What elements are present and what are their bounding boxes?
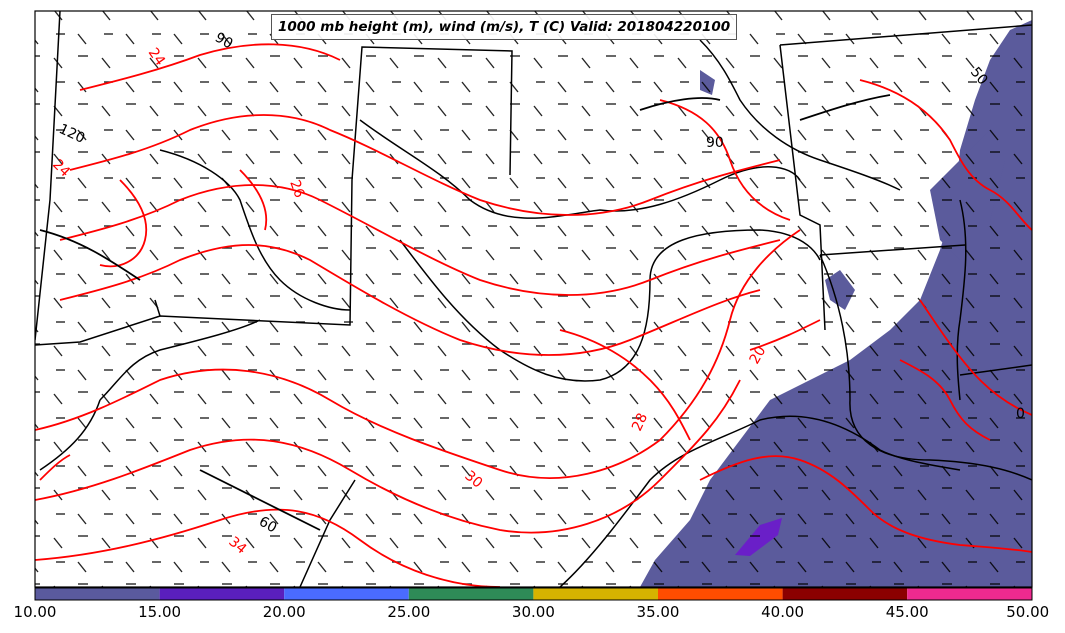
colorbar-tick-35: 35.00 <box>636 603 680 621</box>
height-label-0: 0 <box>1016 406 1025 422</box>
plot-frame <box>34 10 1033 588</box>
colorbar-tick-40: 40.00 <box>761 603 805 621</box>
colorbar-seg-8 <box>907 588 1032 600</box>
wind-barbs <box>35 11 1032 587</box>
colorbar-seg-7 <box>782 588 908 600</box>
height-label-90b: 90 <box>706 135 724 151</box>
state-borders <box>35 11 1032 587</box>
colorbar-seg-5 <box>533 588 658 600</box>
height-contours <box>39 94 891 531</box>
colorbar-seg-2 <box>159 588 285 600</box>
colorbar-tick-25: 25.00 <box>387 603 431 621</box>
colorbar-seg-4 <box>408 588 534 600</box>
temp-label-20: 20 <box>747 344 770 367</box>
colorbar-seg-1 <box>35 588 160 600</box>
map-title: 1000 mb height (m), wind (m/s), T (C) Va… <box>271 14 738 40</box>
colorbar-seg-3 <box>284 588 409 600</box>
colorbar-tick-30: 30.00 <box>511 603 555 621</box>
colorbar-tick-15: 15.00 <box>138 603 182 621</box>
height-label-90a: 90 <box>212 30 235 53</box>
colorbar-tick-10: 10.00 <box>13 603 57 621</box>
height-label-60: 60 <box>256 514 279 537</box>
temp-label-26: 26 <box>286 178 307 200</box>
colorbar-tick-50: 50.00 <box>1006 603 1050 621</box>
temp-label-28: 28 <box>629 411 651 434</box>
colorbar-tick-20: 20.00 <box>262 603 306 621</box>
colorbar <box>34 587 1033 601</box>
temperature-contours <box>35 43 1032 587</box>
colorbar-tick-45: 45.00 <box>885 603 929 621</box>
colorbar-seg-6 <box>658 588 783 600</box>
